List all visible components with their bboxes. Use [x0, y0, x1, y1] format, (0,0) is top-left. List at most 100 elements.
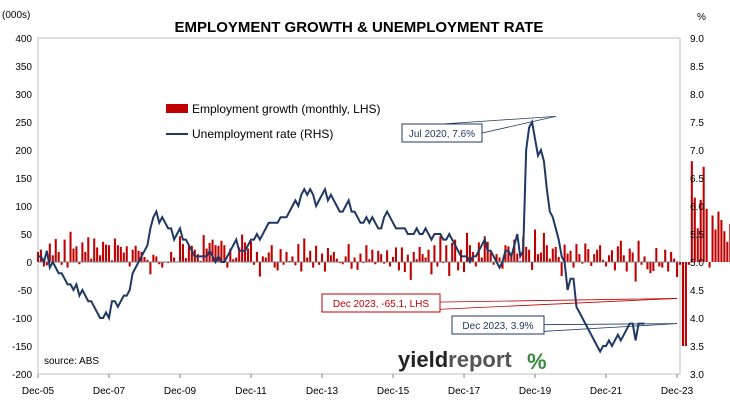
employment-bar — [276, 262, 279, 271]
employment-bar — [412, 251, 415, 262]
svg-text:yieldreport: yieldreport — [398, 347, 512, 372]
employment-bar — [66, 262, 69, 268]
brand-text-report: report — [448, 347, 512, 372]
employment-bar — [255, 251, 258, 262]
employment-bar — [320, 253, 324, 262]
employment-bar — [625, 262, 628, 272]
employment-bar — [181, 244, 184, 262]
employment-bar — [341, 262, 344, 265]
employment-bar — [661, 262, 664, 268]
employment-bar — [670, 251, 673, 262]
employment-bar — [605, 262, 608, 267]
employment-bar — [170, 251, 173, 262]
employment-bar — [54, 239, 57, 262]
employment-bar — [249, 241, 253, 262]
x-tick-label: Dec-09 — [164, 386, 197, 397]
x-tick-label: Dec-11 — [235, 386, 267, 397]
employment-bar — [619, 240, 622, 262]
employment-bar — [726, 241, 729, 262]
employment-bar — [377, 250, 380, 262]
x-tick-label: Dec-13 — [306, 386, 339, 397]
employment-bar — [51, 255, 54, 262]
employment-bar — [575, 244, 578, 262]
callout-leader — [441, 116, 556, 125]
employment-bar — [196, 254, 199, 262]
left-tick-label: 50 — [21, 230, 33, 241]
x-tick-label: Dec-19 — [519, 386, 552, 397]
employment-bar — [622, 255, 625, 262]
legend-bar-label: Employment growth (monthly, LHS) — [192, 102, 381, 116]
employment-bar — [442, 262, 445, 264]
employment-bar — [178, 236, 182, 262]
right-tick-label: 6.5 — [690, 174, 704, 185]
employment-bar — [542, 232, 545, 262]
employment-bar — [548, 258, 551, 262]
employment-bar — [454, 239, 457, 262]
employment-bar — [394, 247, 398, 262]
employment-bar — [486, 241, 489, 262]
employment-bar — [300, 262, 303, 272]
employment-bar — [78, 262, 81, 265]
employment-bar — [578, 254, 581, 262]
employment-bar — [513, 239, 516, 262]
legend: Employment growth (monthly, LHS) Unemplo… — [166, 102, 381, 141]
employment-bar — [122, 252, 125, 262]
employment-bar — [96, 247, 99, 262]
employment-bar — [708, 262, 711, 268]
callout-label: Dec 2023, 3.9% — [462, 321, 533, 332]
brand-logo: yieldreport % — [398, 347, 547, 374]
employment-bar — [173, 257, 176, 262]
employment-bar — [667, 262, 670, 272]
employment-bar — [149, 262, 152, 275]
left-tick-label: 150 — [15, 174, 32, 185]
right-tick-label: 5.5 — [690, 230, 704, 241]
x-axis: Dec-05 Dec-07 Dec-09 Dec-11 Dec-13 Dec-15 Dec-… — [22, 374, 694, 397]
employment-bar — [607, 255, 611, 262]
employment-bar — [143, 256, 146, 262]
employment-bar — [501, 262, 504, 269]
employment-bar — [409, 262, 412, 280]
right-tick-label: 8.5 — [690, 62, 704, 73]
legend-bar-swatch — [166, 104, 188, 113]
employment-bar — [631, 252, 634, 262]
employment-bar — [199, 260, 202, 262]
employment-bar — [134, 245, 137, 262]
callout-box — [401, 123, 483, 143]
left-tick-label: -50 — [18, 286, 33, 297]
left-tick-label: 100 — [15, 202, 32, 213]
brand-percent-icon: % — [527, 349, 547, 374]
employment-bar — [187, 246, 190, 262]
legend-line-label: Unemployment rate (RHS) — [192, 127, 333, 141]
employment-bar — [676, 262, 679, 278]
left-tick-label: -200 — [12, 370, 32, 381]
employment-bar — [282, 262, 285, 265]
employment-bar — [329, 255, 332, 262]
x-tick-label: Dec-21 — [590, 386, 623, 397]
employment-bar — [223, 245, 226, 262]
left-axis-unit-label: (000s) — [2, 10, 30, 21]
employment-bar — [184, 258, 187, 262]
employment-bar — [539, 252, 542, 262]
employment-bar — [640, 262, 643, 265]
employment-bar — [113, 238, 116, 262]
x-tick-label: Dec-07 — [93, 386, 126, 397]
employment-bar — [318, 262, 321, 265]
employment-bar — [684, 262, 687, 346]
employment-bar — [374, 262, 377, 265]
right-tick-label: 7.5 — [690, 118, 704, 129]
employment-bar — [406, 254, 409, 262]
right-axis-unit-label: % — [697, 12, 706, 23]
employment-bar — [102, 241, 105, 262]
employment-bar — [439, 236, 442, 262]
employment-bar — [356, 262, 359, 270]
employment-bar — [717, 211, 720, 262]
right-tick-label: 3.0 — [690, 370, 704, 381]
employment-bar — [359, 253, 362, 262]
x-tick-label: Dec-23 — [661, 386, 694, 397]
employment-bar — [581, 262, 584, 264]
employment-bar — [338, 262, 341, 264]
employment-bar — [445, 245, 448, 262]
employment-bar — [312, 262, 315, 268]
employment-bar — [711, 215, 714, 262]
employment-bar — [273, 262, 276, 268]
